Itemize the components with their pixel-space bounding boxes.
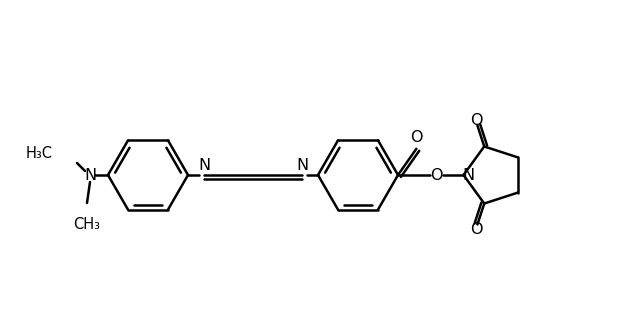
Text: O: O <box>429 168 442 182</box>
Text: N: N <box>296 158 308 173</box>
Text: O: O <box>470 222 482 237</box>
Text: N: N <box>462 168 474 182</box>
Text: N: N <box>198 158 210 173</box>
Text: O: O <box>410 130 422 145</box>
Text: O: O <box>470 113 482 128</box>
Text: H₃C: H₃C <box>26 145 53 161</box>
Text: N: N <box>84 168 96 182</box>
Text: CH₃: CH₃ <box>74 217 100 232</box>
